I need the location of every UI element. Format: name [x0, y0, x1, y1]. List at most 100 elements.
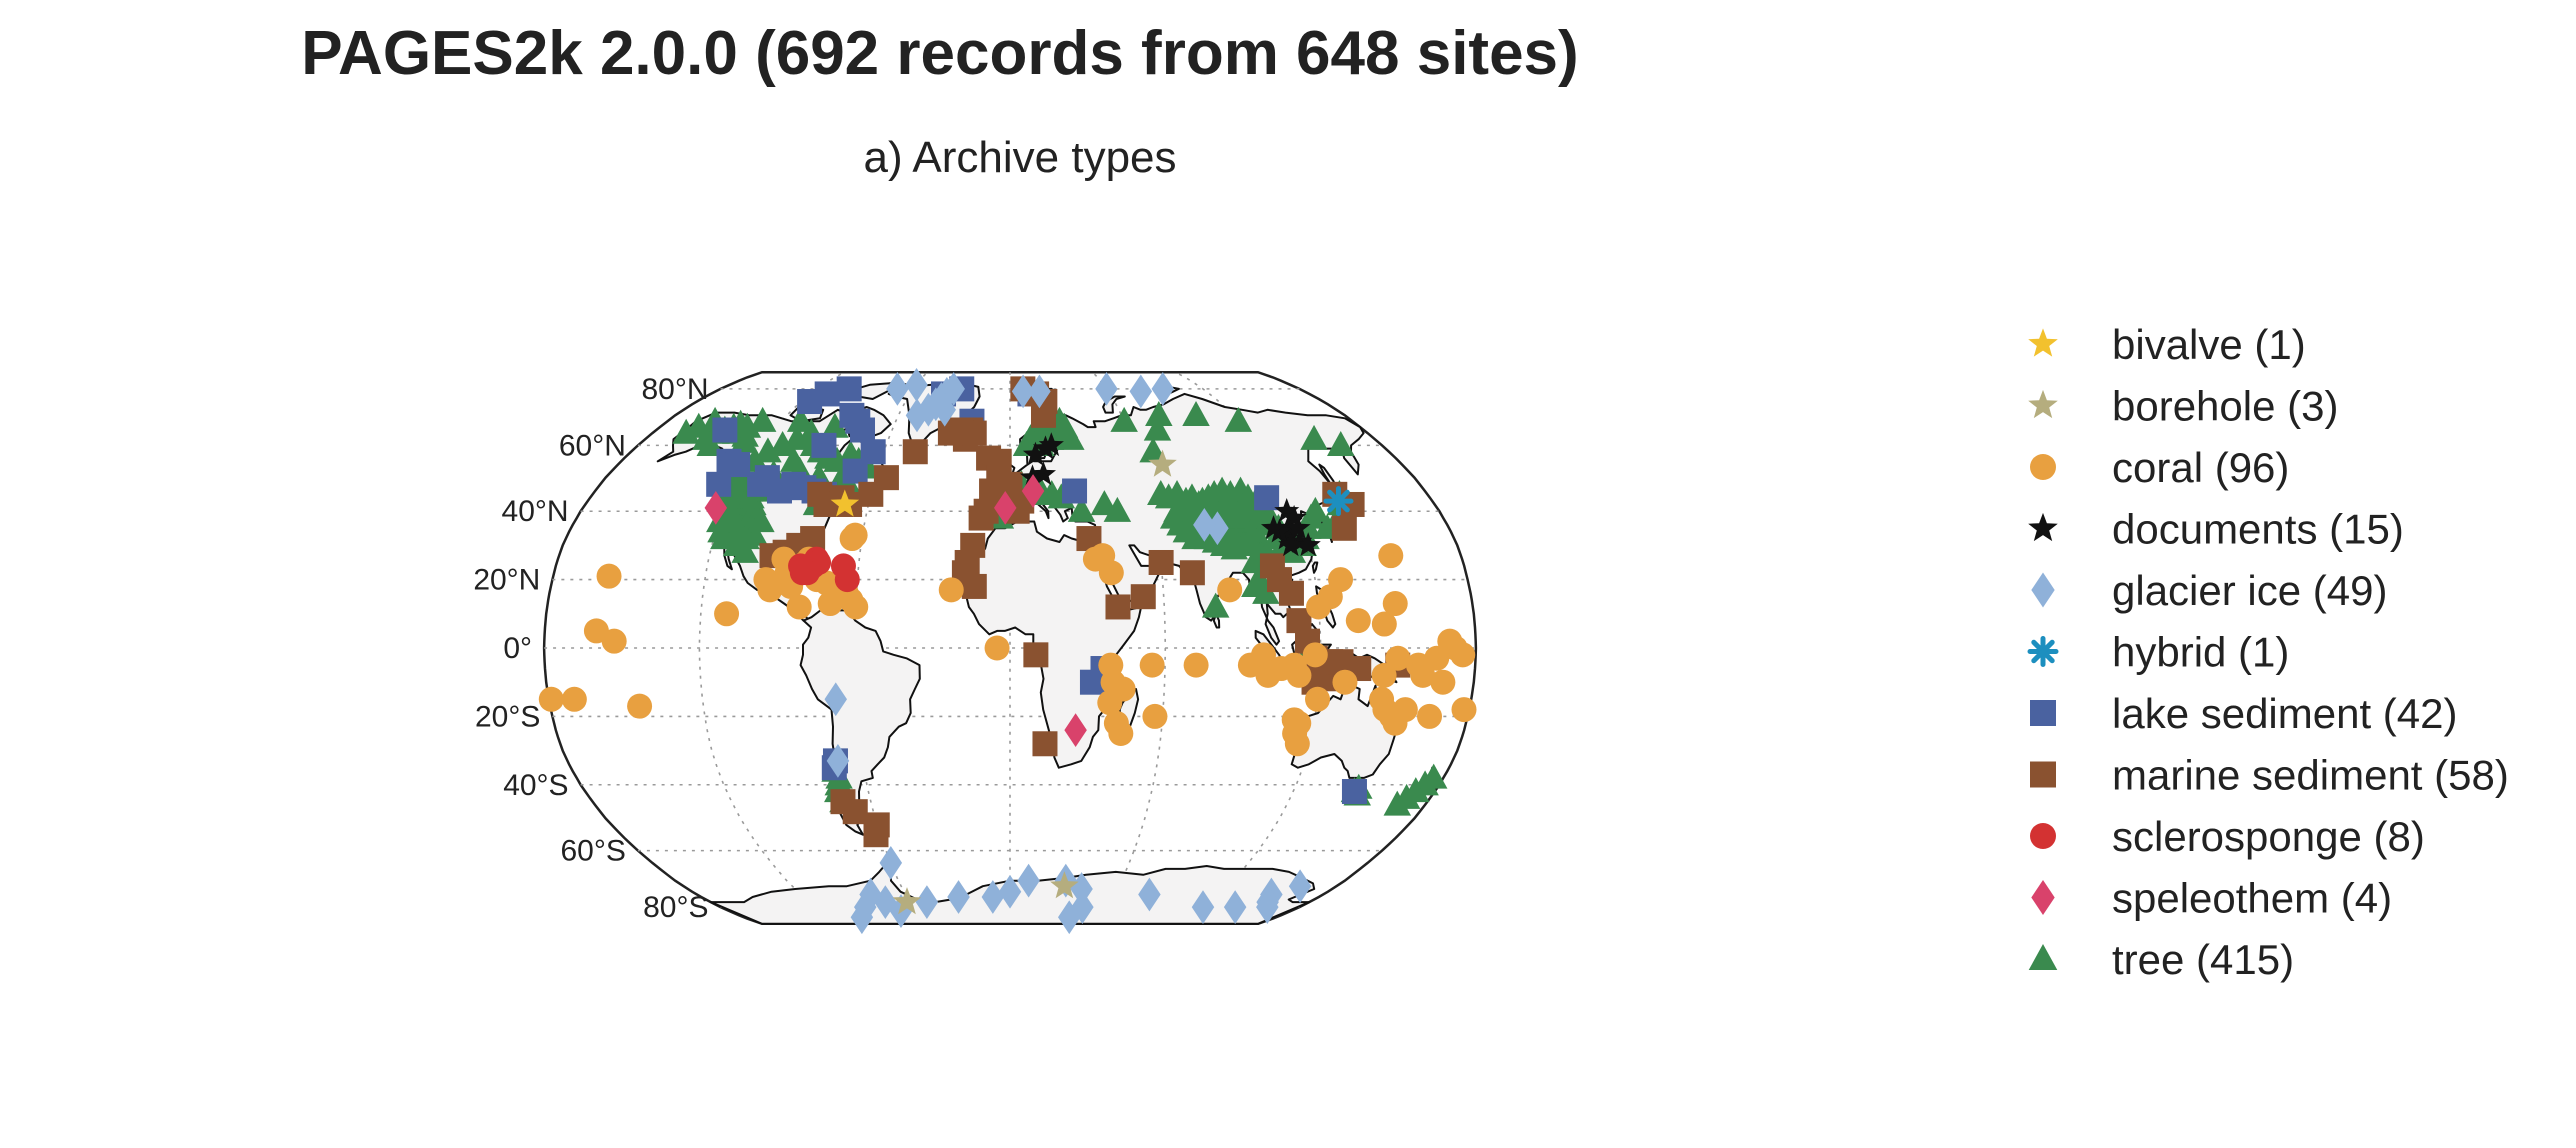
glacier-marker	[850, 900, 874, 935]
borehole-marker	[892, 887, 922, 915]
coral-marker	[1417, 703, 1443, 729]
latitude-label: 40°S	[503, 769, 568, 802]
tree-marker	[1067, 496, 1096, 522]
coral-marker	[538, 686, 564, 712]
lake-marker	[725, 452, 751, 478]
coral-marker	[1286, 710, 1312, 736]
tree-marker	[1182, 400, 1210, 426]
coral-marker	[1451, 697, 1477, 723]
coral-marker	[1430, 669, 1456, 695]
coral-marker	[1306, 594, 1332, 620]
coral-marker	[1378, 543, 1404, 569]
documents-marker	[1038, 432, 1064, 457]
coral-marker	[1345, 608, 1371, 634]
marine-marker	[1105, 594, 1131, 620]
legend-borehole-marker	[2028, 389, 2058, 419]
latitude-label: 0°	[503, 632, 532, 665]
tree-marker	[1057, 424, 1085, 450]
speleo-marker	[994, 490, 1017, 525]
glacier-marker	[1129, 374, 1153, 409]
tree-marker	[747, 507, 775, 533]
tree-marker	[706, 507, 734, 533]
tree-marker	[1327, 430, 1355, 456]
legend-lake-marker	[2030, 700, 2056, 726]
glacier-marker	[859, 877, 882, 912]
coral-marker	[1385, 645, 1411, 671]
speleo-marker	[1021, 474, 1045, 508]
glacier-marker	[824, 682, 847, 717]
coral-marker	[1268, 656, 1294, 682]
tree-marker	[1300, 424, 1328, 450]
legend-marine-marker	[2030, 761, 2056, 788]
tree-marker	[1419, 763, 1448, 789]
coral-marker	[1450, 642, 1476, 668]
glacier-marker	[886, 372, 909, 406]
documents-marker	[1278, 532, 1304, 557]
documents-marker	[1285, 515, 1311, 539]
glacier-marker	[1017, 863, 1040, 898]
tree-marker	[748, 406, 777, 432]
tree-marker	[710, 524, 738, 550]
glacier-marker	[1028, 374, 1051, 409]
coral-marker	[1251, 642, 1277, 668]
lake-marker	[845, 408, 871, 434]
marine-marker	[997, 471, 1023, 497]
marine-marker	[800, 526, 826, 552]
lake-marker	[836, 376, 862, 402]
marine-marker	[1030, 402, 1056, 428]
lake-marker	[797, 389, 823, 415]
coral-marker	[1371, 611, 1397, 637]
latitude-label: 20°N	[473, 564, 540, 597]
tree-marker	[1252, 578, 1280, 604]
documents-marker	[1287, 528, 1313, 553]
coral-marker	[1302, 642, 1328, 668]
coral-marker	[1284, 731, 1310, 757]
coral-marker	[1139, 652, 1165, 678]
tree-marker	[1159, 503, 1188, 529]
tree-marker	[731, 537, 759, 563]
marine-marker	[1179, 560, 1205, 586]
coral-marker	[1142, 703, 1168, 729]
bivalve-marker	[830, 489, 860, 517]
coral-marker	[1217, 577, 1243, 603]
glacier-marker	[1070, 872, 1093, 906]
glacier-marker	[1193, 508, 1216, 542]
latitude-label: 20°S	[475, 700, 540, 733]
coral-marker	[938, 577, 964, 603]
tree-marker	[1110, 406, 1138, 432]
tree-marker	[754, 437, 782, 463]
marine-marker	[830, 789, 856, 815]
legend-glacier-label: glacier ice (49)	[2112, 567, 2387, 614]
documents-marker	[1030, 461, 1056, 486]
coral-marker	[583, 618, 609, 644]
legend-glacier-marker	[2031, 572, 2055, 608]
speleo-marker	[1064, 713, 1087, 747]
legend-lake-label: lake sediment (42)	[2112, 690, 2458, 737]
lake-marker	[860, 439, 886, 465]
marine-marker	[1148, 549, 1174, 575]
glacier-marker	[1151, 372, 1175, 406]
proxy-markers	[538, 367, 1477, 935]
lake-marker	[1062, 478, 1088, 504]
landmass-taiwan	[1311, 561, 1319, 574]
speleo-marker	[704, 490, 728, 525]
marine-marker	[986, 448, 1012, 474]
latitude-label: 80°S	[643, 891, 708, 924]
legend-coral-label: coral (96)	[2112, 444, 2289, 491]
glacier-marker	[879, 846, 903, 880]
glacier-marker	[947, 880, 970, 914]
coral-marker	[1305, 686, 1331, 712]
glacier-marker	[1011, 374, 1035, 409]
latitude-label: 80°N	[641, 373, 708, 406]
legend-bivalve-label: bivalve (1)	[2112, 321, 2306, 368]
legend-hybrid-label: hybrid (1)	[2112, 629, 2289, 676]
tree-marker	[1139, 437, 1167, 463]
coral-marker	[842, 522, 868, 548]
map-area: 80°N 60°N 40°N 20°N 0° 20°S 40°S 60°S 80°S	[473, 367, 1478, 935]
glacier-marker	[1256, 890, 1279, 924]
coral-marker	[714, 601, 740, 627]
coral-marker	[1424, 645, 1450, 671]
glacier-marker	[981, 880, 1005, 914]
landmass-south-america	[799, 606, 921, 836]
